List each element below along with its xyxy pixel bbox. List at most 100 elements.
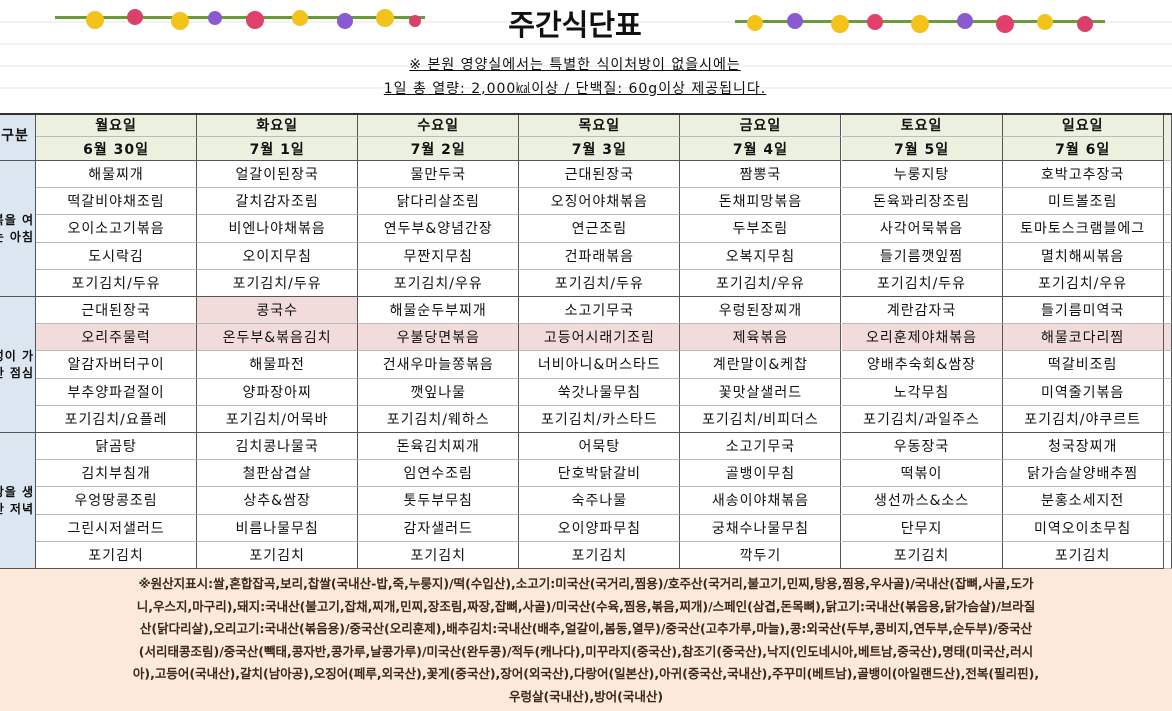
menu-item: 닭곰탕 [36, 433, 198, 461]
menu-item: 알감자버터구이 [36, 351, 198, 379]
menu-item: 오이양파무침 [519, 514, 681, 542]
menu-item: 연근조림 [519, 215, 681, 243]
menu-item: 단호박닭갈비 [519, 460, 681, 488]
date-header: 7월 2일 [358, 137, 520, 161]
menu-item: 노각무침 [841, 378, 1003, 406]
menu-item: 포기김치/비피더스 [680, 405, 842, 433]
notice: ※ 본원 영양실에서는 특별한 식이처방이 없을시에는 [409, 57, 741, 73]
menu-item: 분홍소세지전 [1002, 487, 1164, 515]
menu-item: 닭다리살조림 [358, 188, 520, 216]
menu-item: 미역줄기볶음 [1002, 378, 1164, 406]
date-header: 7월 4일 [680, 137, 842, 161]
menu-item: 우동장국 [841, 433, 1003, 461]
menu-item: 우렁된장찌개 [680, 297, 842, 325]
menu-item: 들기름깻잎찜 [841, 242, 1003, 270]
menu-item: 돈육꽈리장조림 [841, 188, 1003, 216]
menu-item: 새송이야채볶음 [680, 487, 842, 515]
menu-item: 해물파전 [197, 351, 359, 379]
edge [1163, 351, 1172, 379]
menu-item: 깻잎나물 [358, 378, 520, 406]
edge [1163, 405, 1172, 433]
menu-item: 닭가슴살양배추찜 [1002, 460, 1164, 488]
edge [1163, 378, 1172, 406]
edge [1163, 514, 1172, 542]
meal-label: 정성이 가득한 점심 [0, 297, 36, 433]
title: 주간식단표 [508, 8, 642, 42]
menu-item: 포기김치 [36, 541, 198, 569]
menu-item: 소고기무국 [680, 433, 842, 461]
menu-item: 비름나물무침 [197, 514, 359, 542]
flowers-right [735, 13, 1105, 33]
footer-line: 산(닭다리살),오리고기:국내산(볶음용)/중국산(오리훈제),배추김치:국내산… [139, 621, 1033, 636]
footer-line: ※원산지표시:쌀,혼합잡곡,보리,찹쌀(국내산-밥,죽,누룽지)/떡(수입산),… [138, 576, 1034, 591]
menu-item: 멸치해씨볶음 [1002, 242, 1164, 270]
menu-item: 포기김치 [1002, 541, 1164, 569]
menu-item: 포기김치/야쿠르트 [1002, 405, 1164, 433]
menu-item: 들기름미역국 [1002, 297, 1164, 325]
edge [1163, 161, 1172, 189]
menu-item: 돈육김치찌개 [358, 433, 520, 461]
menu-item: 깍두기 [680, 541, 842, 569]
date-header: 7월 5일 [841, 137, 1003, 161]
day-header: 월요일 [36, 113, 198, 137]
menu-item: 두부조림 [680, 215, 842, 243]
edge [1163, 324, 1172, 352]
footer-line: 아),고등어(국내산),갈치(남아공),오징어(페루,외국산),꽃게(중국산),… [132, 666, 1040, 681]
menu-item: 톳두부무침 [358, 487, 520, 515]
menu-item: 포기김치/어묵바 [197, 405, 359, 433]
day-header: 일요일 [1002, 113, 1164, 137]
footer-line: 우렁살(국내산),방어(국내산) [508, 688, 664, 704]
menu-item: 오이지무침 [197, 242, 359, 270]
menu-item: 포기김치 [197, 541, 359, 569]
menu-item: 콩국수 [197, 297, 359, 325]
edge [1163, 269, 1172, 297]
menu-item: 오리훈제야채볶음 [841, 324, 1003, 352]
edge [1163, 433, 1172, 461]
menu-item: 떡갈비조림 [1002, 351, 1164, 379]
menu-item: 상추&쌈장 [197, 487, 359, 515]
menu-item: 고등어시래기조림 [519, 324, 681, 352]
menu-item: 포기김치/우유 [358, 269, 520, 297]
menu-item: 포기김치/두유 [197, 269, 359, 297]
table-border [0, 113, 1172, 115]
date-header: 7월 6일 [1002, 137, 1164, 161]
edge [1163, 113, 1172, 161]
menu-item: 미트볼조림 [1002, 188, 1164, 216]
menu-item: 포기김치/웨하스 [358, 405, 520, 433]
menu-item: 사각어묵볶음 [841, 215, 1003, 243]
menu-item: 포기김치/우유 [1002, 269, 1164, 297]
menu-item: 얼갈이된장국 [197, 161, 359, 189]
menu-item: 떡갈비야채조림 [36, 188, 198, 216]
menu-item: 무짠지무침 [358, 242, 520, 270]
edge [1163, 487, 1172, 515]
menu-item: 포기김치/두유 [36, 269, 198, 297]
menu-item: 너비아니&머스타드 [519, 351, 681, 379]
day-header: 목요일 [519, 113, 681, 137]
menu-item: 비엔나야채볶음 [197, 215, 359, 243]
menu-item: 오복지무침 [680, 242, 842, 270]
edge [1163, 460, 1172, 488]
menu-item: 도시락김 [36, 242, 198, 270]
menu-item: 포기김치/과일주스 [841, 405, 1003, 433]
meal-label: 건강을 생각한 저녁 [0, 433, 36, 569]
edge [1163, 297, 1172, 325]
menu-item: 오이소고기볶음 [36, 215, 198, 243]
menu-item: 철판삼겹살 [197, 460, 359, 488]
day-header: 수요일 [358, 113, 520, 137]
menu-item: 궁채수나물무침 [680, 514, 842, 542]
menu-item: 포기김치 [841, 541, 1003, 569]
day-header: 금요일 [680, 113, 842, 137]
footer-line: 니,우스지,마구리),돼지:국내산(불고기,잡채,찌개,민찌,장조림,짜장,잡뼈… [136, 598, 1036, 614]
menu-item: 양배추숙회&쌈장 [841, 351, 1003, 379]
menu-item: 해물코다리찜 [1002, 324, 1164, 352]
menu-item: 포기김치/요플레 [36, 405, 198, 433]
date-header: 7월 1일 [197, 137, 359, 161]
menu-item: 오징어야채볶음 [519, 188, 681, 216]
day-header: 토요일 [841, 113, 1003, 137]
menu-item: 꽃맛살샐러드 [680, 378, 842, 406]
menu-item: 누룽지탕 [841, 161, 1003, 189]
edge [1163, 215, 1172, 243]
menu-item: 포기김치/두유 [841, 269, 1003, 297]
menu-item: 그린시저샐러드 [36, 514, 198, 542]
